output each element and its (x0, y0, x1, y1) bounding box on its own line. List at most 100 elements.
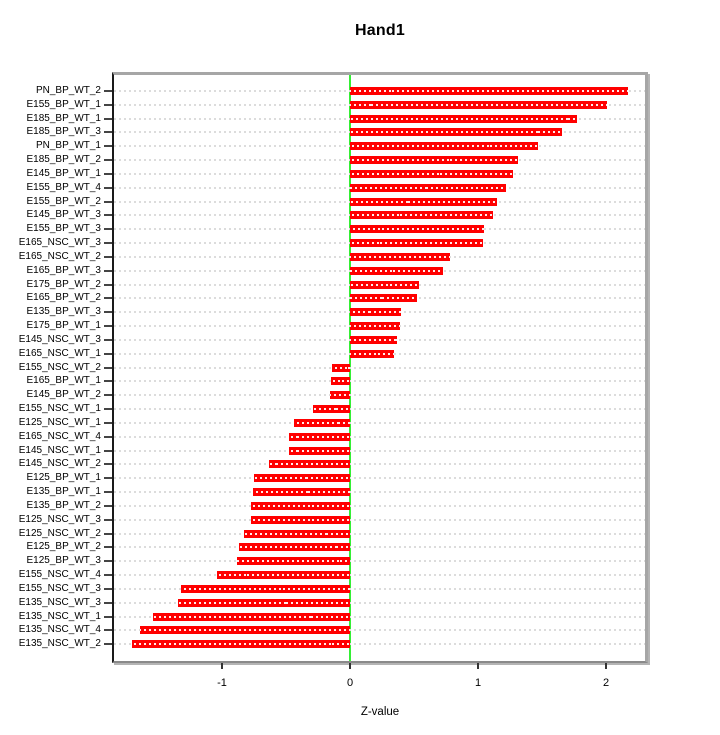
y-axis-label: E185_BP_WT_3 (26, 126, 102, 138)
y-tick (104, 172, 112, 175)
bar-stripe (330, 380, 350, 383)
y-axis-label: E145_NSC_WT_1 (18, 444, 101, 456)
bar-stripe (350, 269, 444, 272)
gridline (114, 546, 645, 549)
bar (350, 100, 608, 109)
bar-stripe (350, 338, 398, 341)
gridline (114, 449, 645, 452)
bar (350, 142, 539, 151)
y-tick (104, 421, 112, 424)
bar (350, 280, 420, 289)
y-axis-label: E175_BP_WT_2 (26, 278, 102, 290)
gridline (114, 601, 645, 604)
y-tick (104, 269, 112, 272)
gridline (114, 560, 645, 563)
bar-stripe (293, 421, 350, 424)
y-axis-label: E135_BP_WT_2 (26, 499, 102, 511)
bar-stripe (350, 242, 484, 245)
gridline (114, 518, 645, 521)
y-axis-label: E165_NSC_WT_2 (18, 250, 101, 262)
bar (350, 239, 484, 248)
y-axis-label: E135_BP_WT_3 (26, 306, 102, 318)
y-axis-label: E165_NSC_WT_3 (18, 237, 101, 249)
y-tick (104, 228, 112, 231)
y-tick (104, 601, 112, 604)
y-tick (104, 560, 112, 563)
bar-stripe (252, 491, 350, 494)
bar (312, 405, 350, 414)
plot-box (112, 72, 648, 663)
y-axis-label: E145_BP_WT_1 (26, 167, 102, 179)
x-tick (221, 663, 223, 669)
bar (330, 377, 350, 386)
y-tick (104, 643, 112, 646)
gridline (114, 394, 645, 397)
y-tick (104, 283, 112, 286)
y-tick (104, 352, 112, 355)
y-axis-label: E125_BP_WT_1 (26, 472, 102, 484)
bar (178, 598, 350, 607)
bar-stripe (350, 186, 507, 189)
y-axis-label: E185_BP_WT_2 (26, 154, 102, 166)
bar-stripe (181, 587, 350, 590)
y-tick (104, 435, 112, 438)
y-tick (104, 408, 112, 411)
bar (140, 626, 350, 635)
gridline (114, 574, 645, 577)
gridline (114, 380, 645, 383)
y-axis-label: E155_BP_WT_4 (26, 181, 102, 193)
y-tick (104, 587, 112, 590)
bar-stripe (350, 325, 400, 328)
bar (350, 349, 394, 358)
bar-stripe (350, 159, 518, 162)
y-axis-label: E135_NSC_WT_2 (18, 638, 101, 650)
y-tick (104, 255, 112, 258)
bar-stripe (350, 117, 577, 120)
x-tick-label: 0 (346, 677, 354, 689)
bar-stripe (288, 435, 350, 438)
y-tick (104, 338, 112, 341)
bar-stripe (329, 394, 350, 397)
bar-stripe (332, 366, 350, 369)
x-tick-label: 1 (474, 677, 482, 689)
plot-area (114, 75, 645, 661)
y-axis-label: E185_BP_WT_1 (26, 112, 102, 124)
bar (251, 515, 350, 524)
bar (243, 529, 350, 538)
bar (216, 571, 350, 580)
y-tick (104, 463, 112, 466)
y-axis-label: E155_NSC_WT_3 (18, 582, 101, 594)
bar (350, 197, 498, 206)
bar (132, 640, 350, 649)
y-axis-label: E155_BP_WT_2 (26, 195, 102, 207)
y-axis-label: E165_BP_WT_1 (26, 375, 102, 387)
y-tick (104, 546, 112, 549)
y-tick (104, 532, 112, 535)
y-axis-label: E165_BP_WT_2 (26, 292, 102, 304)
y-tick (104, 117, 112, 120)
y-tick (104, 504, 112, 507)
bar-stripe (243, 532, 350, 535)
bar (251, 501, 350, 510)
y-tick (104, 103, 112, 106)
y-tick (104, 214, 112, 217)
y-tick (104, 366, 112, 369)
y-tick (104, 380, 112, 383)
y-axis-label: PN_BP_WT_2 (35, 85, 101, 96)
gridline (114, 629, 645, 632)
gridline (114, 491, 645, 494)
bar (293, 418, 350, 427)
bar (252, 488, 350, 497)
y-axis-label: E125_BP_WT_2 (26, 541, 102, 553)
x-tick (477, 663, 479, 669)
y-tick (104, 311, 112, 314)
y-axis-label: E175_BP_WT_1 (26, 320, 102, 332)
bar (350, 211, 494, 220)
bar (350, 322, 400, 331)
gridline (114, 477, 645, 480)
x-axis-title: Z-value (360, 706, 400, 718)
y-tick (104, 325, 112, 328)
bar-stripe (350, 90, 628, 92)
gridline (114, 532, 645, 535)
bar (238, 543, 350, 552)
